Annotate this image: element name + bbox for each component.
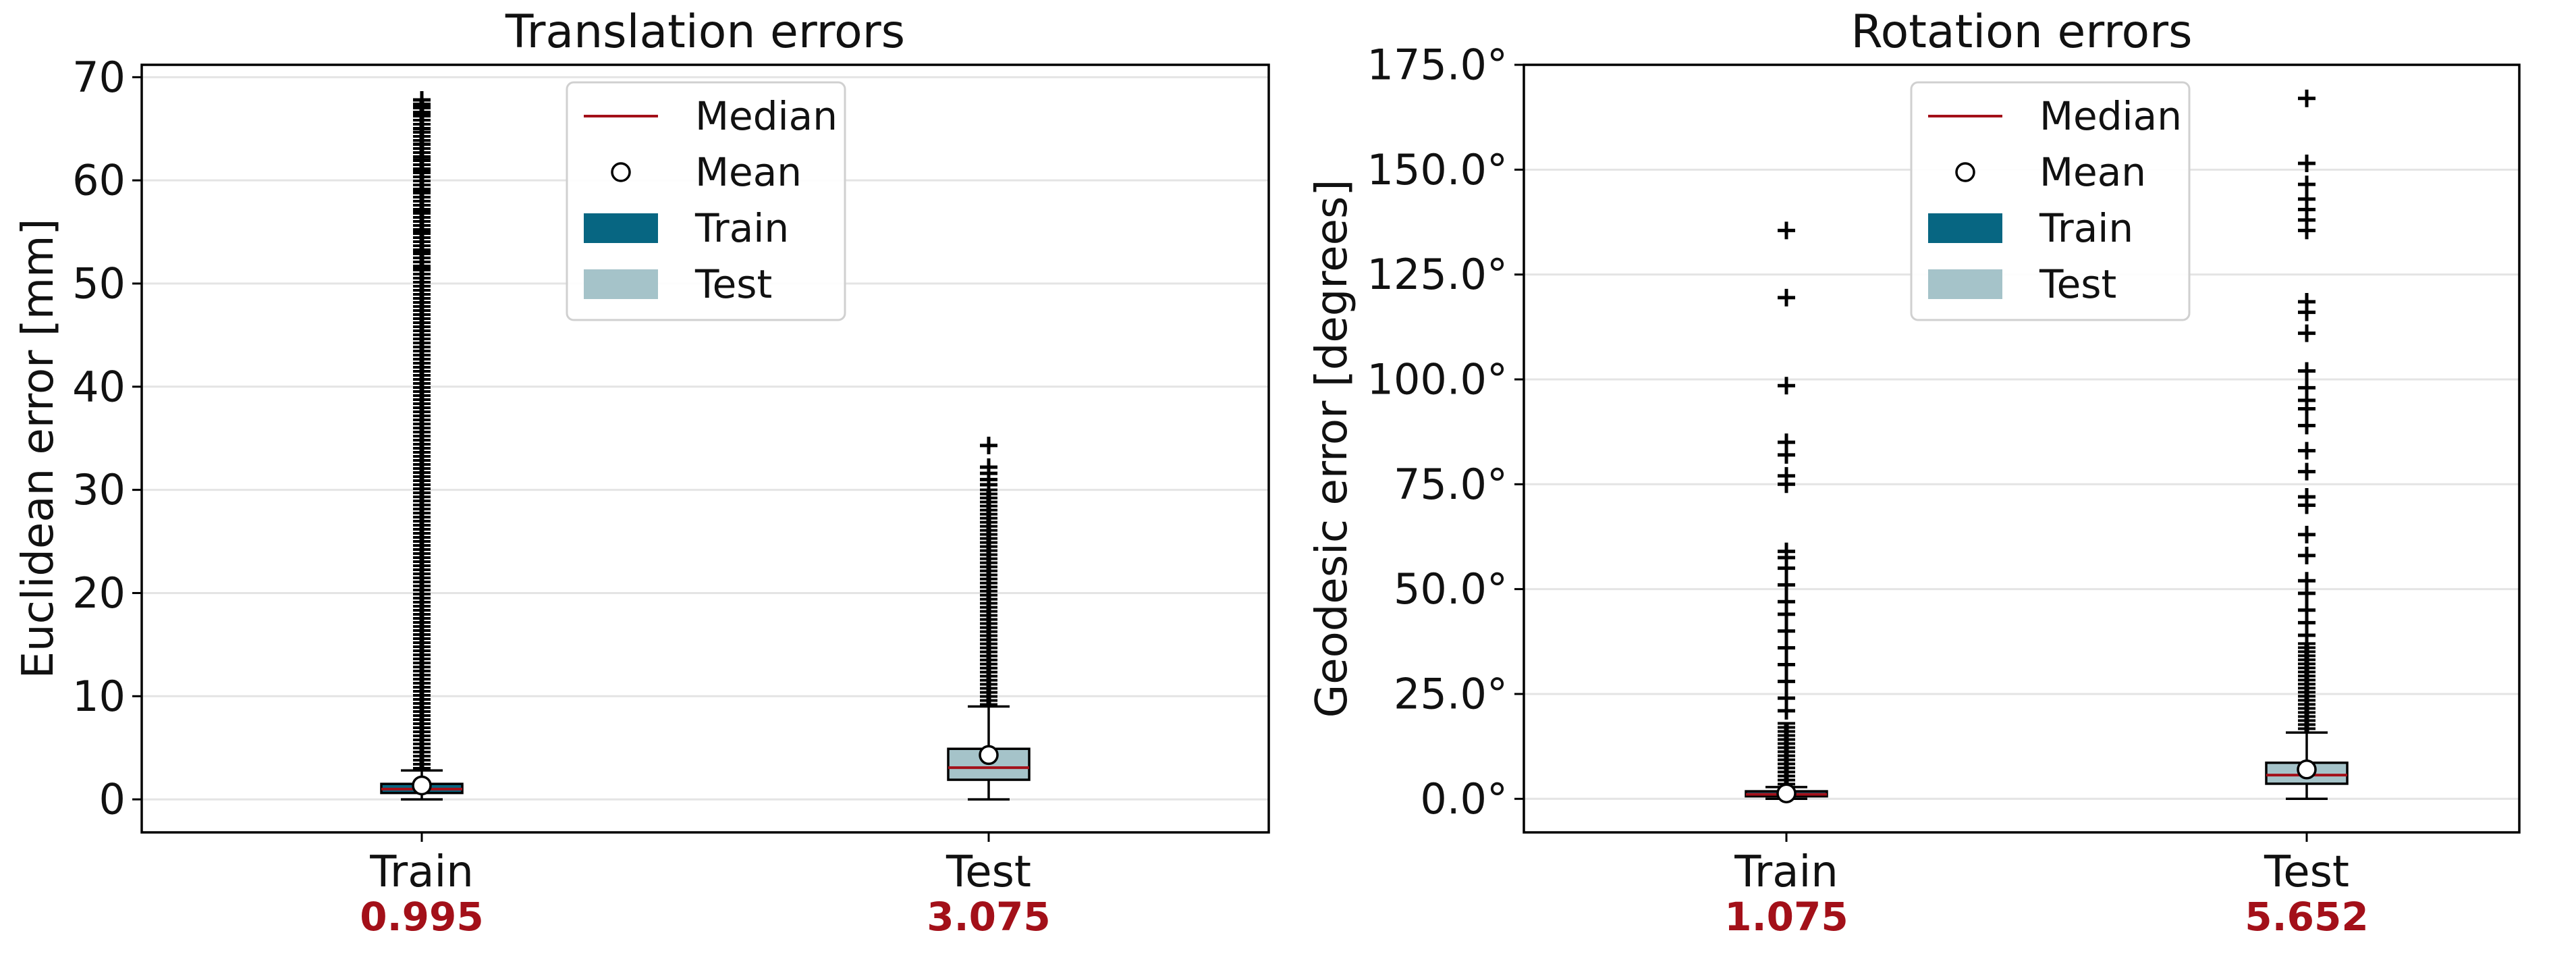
y-tick-label: 50.0° [1394,564,1508,614]
outlier-marker [1778,559,1795,577]
outlier-marker [2298,525,2315,543]
y-tick-label: 20 [72,568,126,618]
legend-test-label: Test [2039,261,2116,307]
outlier-marker [2298,546,2315,564]
legend: Median Mean Train Test [566,81,846,321]
median-value-label: 5.652 [2245,894,2368,940]
legend-train-swatch [1928,213,2002,243]
legend-frame [1910,81,2191,321]
mean-marker [412,775,432,796]
y-tick-label: 175.0° [1367,41,1508,90]
chart-panel-0: 0 10 20 30 40 50 60 70 Translation errors Euclide… [13,5,1270,940]
legend-test-swatch [1928,269,2002,299]
outlier-marker [413,259,431,277]
y-tick-label: 10 [72,672,126,721]
median-value-label: 0.995 [360,894,483,940]
outlier-marker [413,161,431,179]
legend-train-label: Train [694,205,789,251]
outlier-marker [2298,362,2315,380]
x-tick-label: Test [946,847,1031,897]
chart-title: Translation errors [505,5,905,59]
outlier-marker [413,119,431,138]
median-value-label: 1.075 [1724,894,1848,940]
outlier-marker [980,475,997,493]
x-tick-label: Train [1734,847,1838,897]
legend-train-label: Train [2039,205,2133,251]
y-tick-label: 0 [99,775,126,824]
x-tick-label: Train [369,847,474,897]
legend-mean-label: Mean [2039,149,2146,195]
outlier-marker [2298,400,2315,418]
outlier-marker [980,436,997,454]
outlier-marker [1778,672,1795,691]
mean-marker [2297,759,2317,780]
outlier-marker [1778,446,1795,464]
legend-mean-swatch [1955,162,1975,182]
outlier-marker [413,182,431,200]
outlier-marker [2298,324,2315,342]
y-tick-label: 100.0° [1367,354,1508,404]
y-tick-label: 25.0° [1394,669,1508,718]
outlier-marker [413,203,431,221]
chart-panel-1: 0.0° 25.0° 50.0° 75.0° 100.0° 125.0° 150.0° 175… [1307,5,2521,940]
outlier-marker [1778,605,1795,623]
legend: Median Mean Train Test [1910,81,2191,321]
mean-marker [979,745,999,766]
axes-frame [1523,63,2521,834]
outlier-marker [1778,622,1795,640]
outlier-marker [2298,462,2315,481]
outlier-marker [413,135,431,153]
legend-mean-swatch [611,162,631,182]
y-tick-label: 150.0° [1367,145,1508,194]
y-tick-label: 40 [72,362,126,411]
outlier-marker [1778,701,1795,720]
y-tick-label: 0.0° [1420,774,1508,824]
outlier-marker [2298,303,2315,321]
legend-train-swatch [584,213,658,243]
outlier-marker [2298,442,2315,460]
y-axis-label: Geodesic error [degrees] [1307,180,1357,718]
y-tick-label: 75.0° [1394,460,1508,509]
legend-frame [566,81,846,321]
outlier-marker [2298,176,2315,194]
box-test [947,436,1031,801]
outlier-marker [2298,584,2315,602]
y-tick-label: 125.0° [1367,250,1508,299]
legend-median-label: Median [2039,93,2182,139]
legend-mean-label: Mean [695,149,802,195]
y-tick-label: 70 [72,53,126,102]
legend-median-label: Median [695,93,838,139]
chart-title: Rotation errors [1851,5,2192,59]
y-axis-label: Euclidean error [mm] [13,219,63,679]
y-tick-label: 60 [72,156,126,205]
median-value-label: 3.075 [927,894,1050,940]
outlier-marker [2298,89,2315,107]
outlier-marker [1778,377,1795,395]
y-tick-label: 30 [72,465,126,514]
outlier-marker [2298,155,2315,173]
axes-frame [140,63,1270,834]
outlier-marker [2298,496,2315,514]
mean-marker [1776,783,1797,803]
outlier-marker [2298,221,2315,240]
outlier-marker [413,244,431,262]
outlier-marker [413,104,431,122]
outlier-marker [1778,656,1795,674]
box-train [380,90,464,801]
outlier-marker [413,223,431,241]
x-tick-label: Test [2264,847,2349,897]
outlier-marker [1778,221,1795,240]
box-train [1745,221,1828,803]
outlier-marker [1778,576,1795,594]
box-test [2265,89,2349,801]
outlier-marker [1778,639,1795,657]
outlier-marker [1778,475,1795,493]
legend-test-label: Test [694,261,772,307]
outlier-marker [2298,626,2315,644]
y-tick-label: 50 [72,259,126,308]
outlier-marker [1778,288,1795,306]
legend-test-swatch [584,269,658,299]
outlier-marker [2298,417,2315,435]
